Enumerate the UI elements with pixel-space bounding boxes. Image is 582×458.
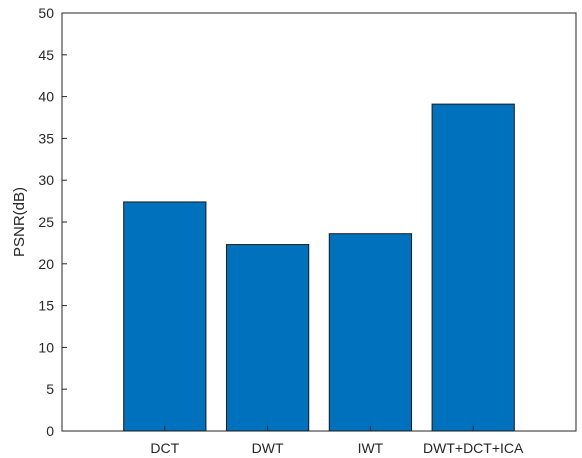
- y-tick-label: 30: [38, 172, 54, 188]
- y-tick-label: 35: [38, 130, 54, 146]
- y-axis-label: PSNR(dB): [11, 187, 28, 257]
- y-tick-label: 50: [38, 5, 54, 21]
- y-tick-label: 15: [38, 298, 54, 314]
- bar-dwt-dct-ica: [431, 103, 515, 432]
- y-tick-label: 25: [38, 214, 54, 230]
- x-tick-label: DWT+DCT+ICA: [423, 440, 524, 456]
- bar-dwt: [225, 244, 310, 432]
- bar-iwt: [328, 233, 413, 432]
- bar-dct: [123, 201, 207, 432]
- y-tick-label: 10: [38, 339, 54, 355]
- bars-group: [123, 103, 515, 432]
- y-tick-label: 0: [46, 423, 54, 439]
- x-tick-label: DCT: [150, 440, 179, 456]
- y-tick-label: 40: [38, 89, 54, 105]
- x-axis-ticks: DCT DWT IWT DWT+DCT+ICA: [150, 426, 524, 456]
- y-tick-label: 5: [46, 381, 54, 397]
- y-tick-label: 20: [38, 256, 54, 272]
- x-tick-label: IWT: [358, 440, 384, 456]
- x-tick-label: DWT: [252, 440, 284, 456]
- y-tick-label: 45: [38, 47, 54, 63]
- y-axis-ticks: 0 5 10 15 20 25 30 35 40 45 50: [38, 5, 67, 439]
